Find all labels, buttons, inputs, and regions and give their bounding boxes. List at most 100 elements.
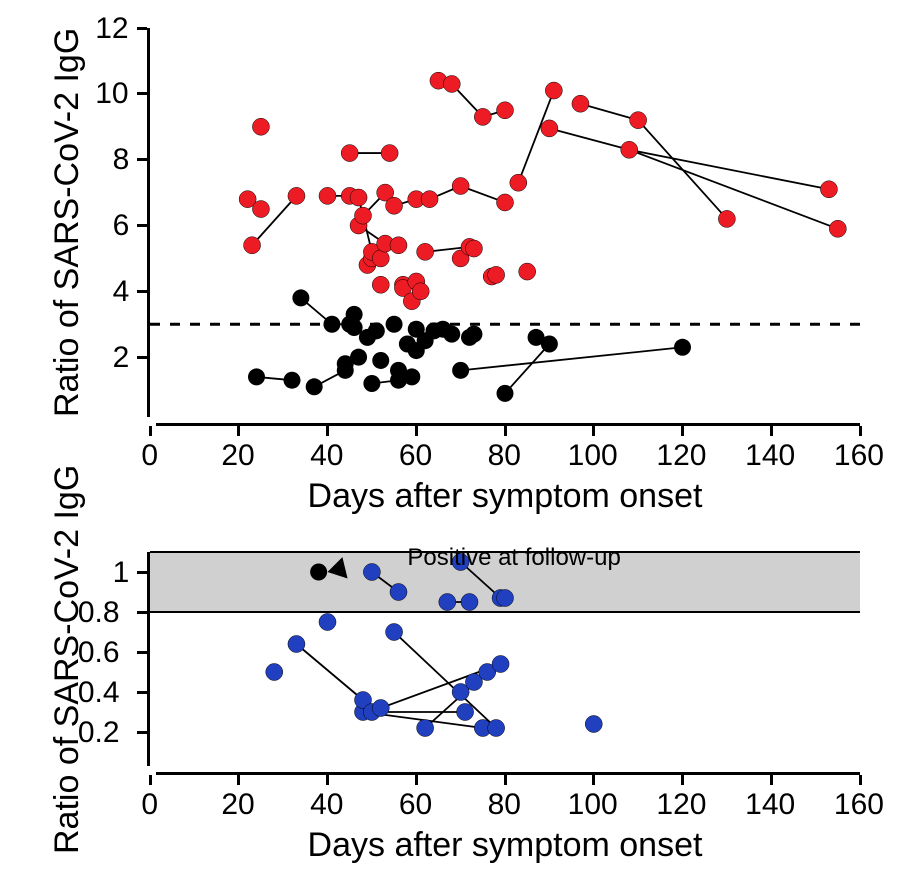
x-tick-label: 160	[834, 788, 884, 822]
x-tick	[859, 775, 862, 785]
y-axis-label: Ratio of SARS-CoV-2 IgG	[48, 28, 87, 417]
y-tick	[137, 158, 147, 161]
x-tick-label: 60	[399, 439, 432, 473]
data-point	[284, 372, 301, 389]
data-point	[412, 283, 429, 300]
data-point	[341, 145, 358, 162]
data-point	[497, 102, 514, 119]
x-tick-label: 120	[656, 439, 706, 473]
data-point	[439, 594, 456, 611]
data-point	[443, 75, 460, 92]
y-axis-label: Ratio of SARS-CoV-2 IgG	[48, 464, 87, 853]
data-point	[621, 141, 638, 158]
data-point	[541, 120, 558, 137]
x-axis-label: Days after symptom onset	[150, 826, 860, 865]
data-point	[421, 191, 438, 208]
data-point	[403, 368, 420, 385]
data-point	[386, 624, 403, 641]
connector-line	[549, 128, 829, 189]
connector-line	[580, 104, 726, 219]
x-axis	[156, 423, 860, 426]
data-point	[497, 194, 514, 211]
x-tick-label: 40	[310, 788, 343, 822]
y-tick-label: 2	[113, 341, 132, 375]
data-point	[306, 378, 323, 395]
x-tick	[592, 775, 595, 785]
x-tick	[592, 426, 595, 436]
data-point	[346, 306, 363, 323]
data-point	[585, 716, 602, 733]
data-point	[363, 375, 380, 392]
data-point	[355, 207, 372, 224]
x-tick-label: 0	[141, 788, 158, 822]
data-point	[443, 326, 460, 343]
data-point	[510, 174, 527, 191]
data-point	[519, 263, 536, 280]
x-tick	[326, 426, 329, 436]
x-tick-label: 100	[568, 788, 618, 822]
data-point	[572, 95, 589, 112]
data-point	[323, 316, 340, 333]
x-tick-label: 20	[221, 439, 254, 473]
x-tick-label: 40	[310, 439, 343, 473]
y-tick	[137, 356, 147, 359]
panelB-plot-area: Positive at follow-up0.20.40.60.81020406…	[150, 552, 860, 772]
y-tick	[137, 27, 147, 30]
data-point	[465, 240, 482, 257]
y-tick-label: 8	[113, 143, 132, 177]
x-tick-label: 20	[221, 788, 254, 822]
data-point	[417, 720, 434, 737]
data-point	[310, 564, 327, 581]
y-tick	[137, 224, 147, 227]
x-tick	[770, 426, 773, 436]
y-tick-label: 1	[113, 556, 132, 590]
x-tick	[415, 426, 418, 436]
y-tick	[137, 290, 147, 293]
data-point	[372, 700, 389, 717]
x-tick-label: 140	[745, 439, 795, 473]
data-point	[829, 220, 846, 237]
data-point	[368, 322, 385, 339]
data-point	[386, 316, 403, 333]
data-point	[417, 243, 434, 260]
data-point	[497, 385, 514, 402]
data-point	[266, 664, 283, 681]
annotation-label: Positive at follow-up	[407, 544, 620, 572]
data-point	[452, 362, 469, 379]
data-point	[674, 339, 691, 356]
data-point	[350, 349, 367, 366]
data-point	[630, 112, 647, 129]
data-point	[488, 720, 505, 737]
y-tick	[137, 731, 147, 734]
data-point	[319, 187, 336, 204]
data-point	[292, 289, 309, 306]
data-point	[363, 564, 380, 581]
data-point	[541, 336, 558, 353]
x-tick-label: 140	[745, 788, 795, 822]
data-point	[248, 368, 265, 385]
data-point	[372, 276, 389, 293]
x-tick-label: 60	[399, 788, 432, 822]
y-tick-label: 12	[95, 12, 132, 46]
x-tick	[504, 775, 507, 785]
data-point	[820, 181, 837, 198]
x-tick	[237, 426, 240, 436]
data-point	[244, 237, 261, 254]
panelA-svg	[150, 28, 860, 423]
data-point	[457, 704, 474, 721]
data-point	[386, 197, 403, 214]
data-point	[252, 201, 269, 218]
data-point	[488, 266, 505, 283]
y-tick	[137, 691, 147, 694]
y-tick-label: 6	[113, 209, 132, 243]
x-tick	[415, 775, 418, 785]
data-point	[372, 250, 389, 267]
x-tick-label: 80	[488, 788, 521, 822]
data-point	[474, 108, 491, 125]
x-tick	[770, 775, 773, 785]
x-tick-label: 80	[488, 439, 521, 473]
data-point	[452, 178, 469, 195]
x-tick	[504, 426, 507, 436]
x-tick-label: 160	[834, 439, 884, 473]
data-point	[461, 594, 478, 611]
